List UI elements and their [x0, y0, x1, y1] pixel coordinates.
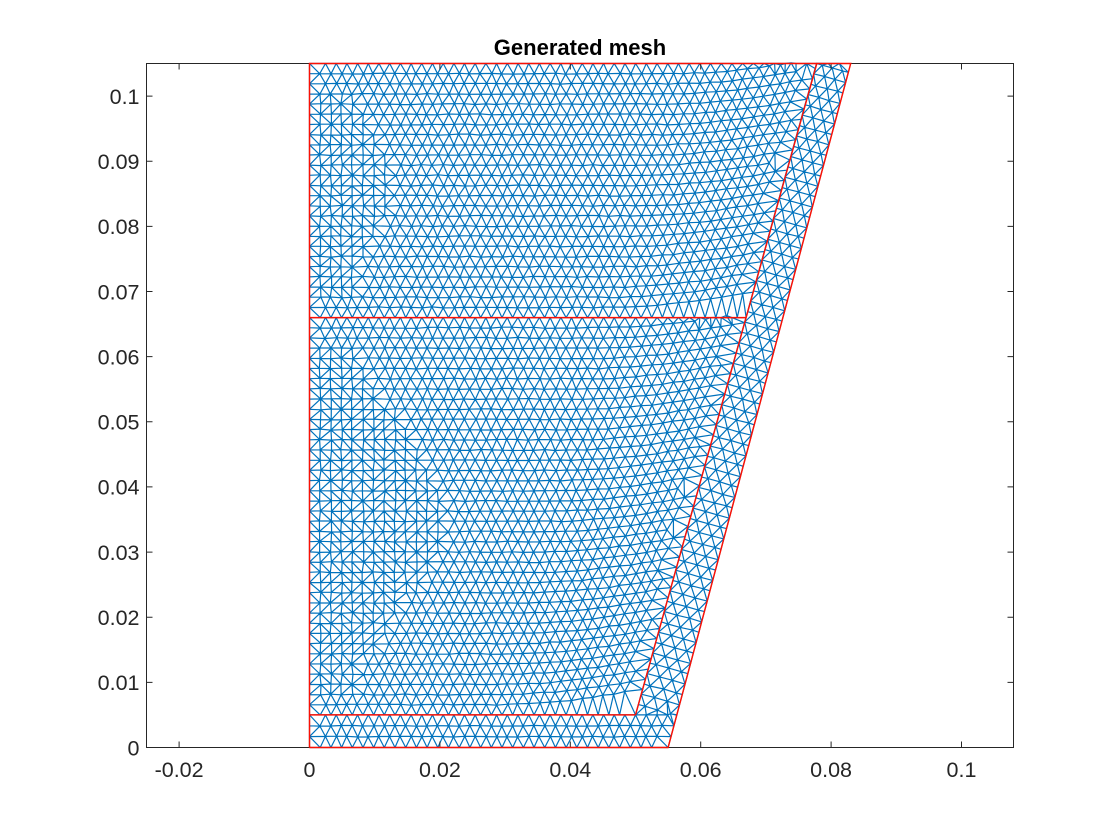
svg-text:0.1: 0.1	[947, 758, 977, 782]
svg-text:0.1: 0.1	[110, 85, 140, 109]
svg-text:0.07: 0.07	[98, 280, 140, 304]
svg-text:0: 0	[128, 736, 140, 760]
svg-text:0.08: 0.08	[810, 758, 852, 782]
svg-text:0.05: 0.05	[98, 411, 140, 435]
svg-text:0.01: 0.01	[98, 671, 140, 695]
svg-text:0.04: 0.04	[98, 476, 140, 500]
svg-text:-0.02: -0.02	[155, 758, 204, 782]
svg-text:0.09: 0.09	[98, 150, 140, 174]
svg-text:0.08: 0.08	[98, 215, 140, 239]
svg-text:0.03: 0.03	[98, 541, 140, 565]
svg-text:0: 0	[304, 758, 316, 782]
svg-text:0.02: 0.02	[98, 606, 140, 630]
svg-text:0.06: 0.06	[98, 345, 140, 369]
svg-text:0.02: 0.02	[419, 758, 461, 782]
svg-text:0.04: 0.04	[549, 758, 591, 782]
svg-text:Generated mesh: Generated mesh	[494, 35, 666, 60]
svg-text:0.06: 0.06	[680, 758, 722, 782]
